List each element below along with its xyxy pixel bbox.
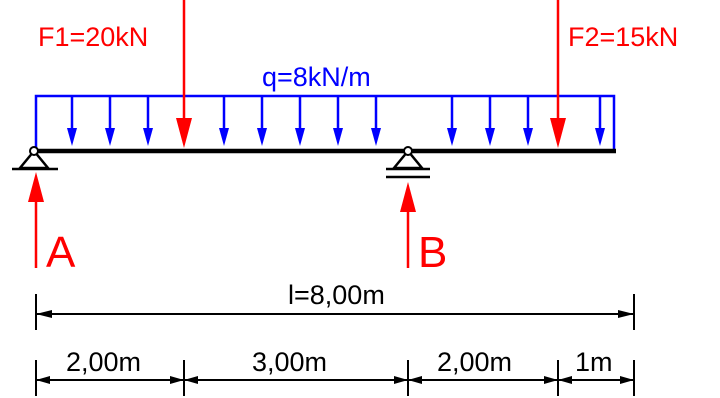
reaction-b-label: B [418, 228, 447, 277]
force-f1: F1=20kN [38, 0, 192, 148]
support-b: B [386, 146, 447, 277]
reaction-a-arrowhead [28, 172, 44, 202]
distributed-load-arrowhead [105, 128, 115, 146]
dimension-total: l=8,00m [35, 280, 635, 330]
distributed-load-arrowhead [257, 128, 267, 146]
support-b-hinge [403, 146, 413, 156]
dimension-segments: 2,00m 3,00m 2,00m 1m [35, 347, 635, 396]
dimension-total-label: l=8,00m [288, 280, 385, 310]
reaction-a-label: A [46, 228, 76, 277]
dimension-total-arrow-right [618, 310, 634, 318]
dimension-segment-arrow [184, 376, 198, 384]
force-f1-label: F1=20kN [38, 22, 148, 52]
distributed-load-arrows [67, 96, 605, 146]
dimension-segment-arrow [620, 376, 634, 384]
distributed-load-arrowhead [447, 128, 457, 146]
distributed-load-arrowhead [485, 128, 495, 146]
distributed-load-arrowhead [219, 128, 229, 146]
dimension-segment-3-label: 2,00m [437, 347, 512, 377]
force-f1-arrowhead [176, 118, 192, 148]
force-f2-arrowhead [550, 118, 566, 148]
dimension-segment-arrow [408, 376, 422, 384]
distributed-load-arrowhead [595, 128, 605, 146]
distributed-load-arrowhead [523, 128, 533, 146]
distributed-load-arrowhead [143, 128, 153, 146]
distributed-load-outline [34, 94, 616, 150]
force-f2-label: F2=15kN [568, 22, 678, 52]
distributed-load-arrowhead [333, 128, 343, 146]
force-f2: F2=15kN [550, 0, 678, 148]
support-a: A [12, 146, 76, 277]
dimension-segment-arrow [394, 376, 408, 384]
dimension-segment-arrow [36, 376, 50, 384]
reaction-b-arrowhead [400, 182, 416, 212]
support-a-hinge [29, 146, 39, 156]
dimension-segment-2-label: 3,00m [252, 347, 327, 377]
dimension-segment-arrow [170, 376, 184, 384]
distributed-load-arrowhead [67, 128, 77, 146]
dimension-segment-arrow [558, 376, 572, 384]
dimension-segment-arrow [544, 376, 558, 384]
distributed-load: q=8kN/m [34, 62, 616, 150]
distributed-load-label: q=8kN/m [262, 62, 371, 92]
dimension-segment-1-label: 2,00m [66, 347, 141, 377]
distributed-load-arrowhead [295, 128, 305, 146]
distributed-load-arrowhead [371, 128, 381, 146]
dimension-total-arrow-left [36, 310, 52, 318]
dimension-segment-4-label: 1m [575, 347, 613, 377]
